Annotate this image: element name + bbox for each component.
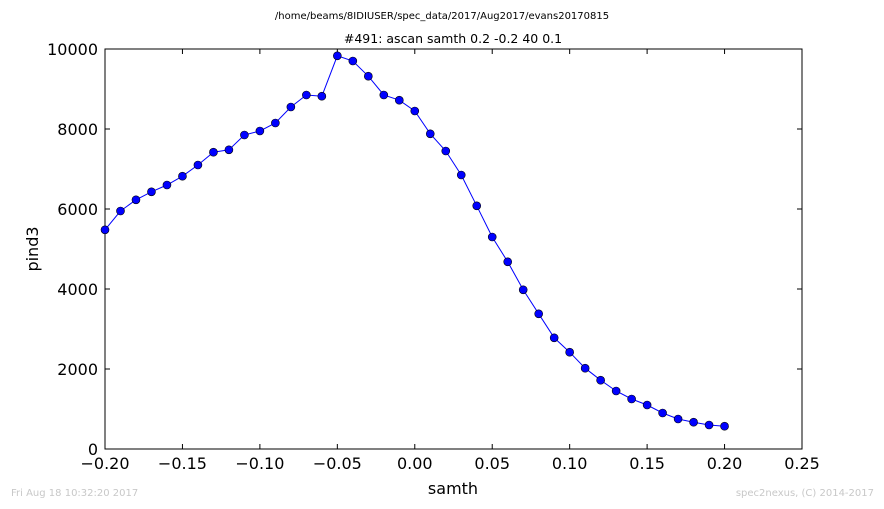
plot-area — [104, 48, 803, 450]
data-point — [333, 51, 342, 61]
data-point — [255, 126, 265, 136]
data-point — [441, 146, 451, 156]
data-point — [580, 363, 590, 373]
data-point — [302, 90, 311, 100]
y-tick-label: 10000 — [47, 40, 98, 59]
data-point — [240, 130, 249, 140]
data-point — [193, 160, 203, 170]
data-point — [503, 257, 513, 267]
y-tick-label: 6000 — [57, 200, 98, 219]
data-point — [364, 71, 373, 81]
data-point — [317, 91, 327, 101]
y-axis-label: pind3 — [23, 226, 42, 271]
y-tick-label: 0 — [88, 440, 98, 459]
data-point — [147, 187, 156, 197]
data-point — [162, 180, 172, 190]
data-point — [224, 145, 234, 155]
x-tick-label: 0.10 — [552, 454, 588, 473]
x-tick-label: 0.25 — [784, 454, 820, 473]
data-point — [286, 102, 296, 112]
x-tick-label: −0.15 — [158, 454, 207, 473]
data-point — [627, 394, 636, 404]
data-point — [271, 118, 280, 128]
x-tick-label: −0.20 — [80, 454, 129, 473]
data-point — [549, 333, 559, 343]
data-point — [596, 375, 605, 385]
y-tick-label: 4000 — [57, 280, 98, 299]
data-point — [100, 225, 110, 235]
data-point — [642, 400, 652, 410]
data-point — [611, 386, 621, 396]
data-point — [178, 171, 187, 181]
y-tick-label: 2000 — [57, 360, 98, 379]
y-axis: 0 2000 4000 6000 8000 10000 — [47, 40, 802, 459]
chart-title: #491: ascan samth 0.2 -0.2 40 0.1 — [344, 31, 562, 46]
data-point — [720, 421, 729, 431]
footer-credit: spec2nexus, (C) 2014-2017 — [735, 488, 874, 499]
footer-timestamp: Fri Aug 18 10:32:20 2017 — [11, 488, 139, 499]
data-point — [487, 232, 497, 242]
data-point — [379, 90, 389, 100]
data-point — [425, 129, 435, 139]
x-tick-label: 0.20 — [707, 454, 743, 473]
y-tick-label: 8000 — [57, 120, 98, 139]
data-point — [518, 285, 528, 295]
data-point — [689, 417, 698, 427]
x-tick-label: 0.15 — [629, 454, 665, 473]
data-point — [565, 347, 574, 357]
x-axis: −0.20 −0.15 −0.10 −0.05 0.00 0.05 0.10 0.15 0.20… — [80, 49, 820, 473]
data-point — [348, 56, 358, 66]
data-point — [410, 106, 420, 116]
x-tick-label: 0.05 — [474, 454, 510, 473]
data-point — [534, 309, 543, 319]
x-tick-label: −0.05 — [313, 454, 362, 473]
plot-frame — [104, 48, 803, 450]
data-point — [131, 195, 141, 205]
data-point — [658, 408, 667, 418]
series-line — [100, 51, 729, 431]
figure-suptitle: /home/beams/8IDIUSER/spec_data/2017/Aug2… — [275, 11, 609, 22]
data-point — [456, 170, 466, 180]
data-point — [704, 420, 714, 430]
data-point — [673, 414, 683, 424]
data-point — [116, 206, 125, 216]
x-tick-label: −0.10 — [235, 454, 284, 473]
data-point — [209, 147, 218, 157]
x-tick-label: 0.00 — [397, 454, 433, 473]
x-axis-label: samth — [428, 479, 478, 498]
data-point — [472, 201, 482, 211]
data-point — [394, 95, 404, 105]
